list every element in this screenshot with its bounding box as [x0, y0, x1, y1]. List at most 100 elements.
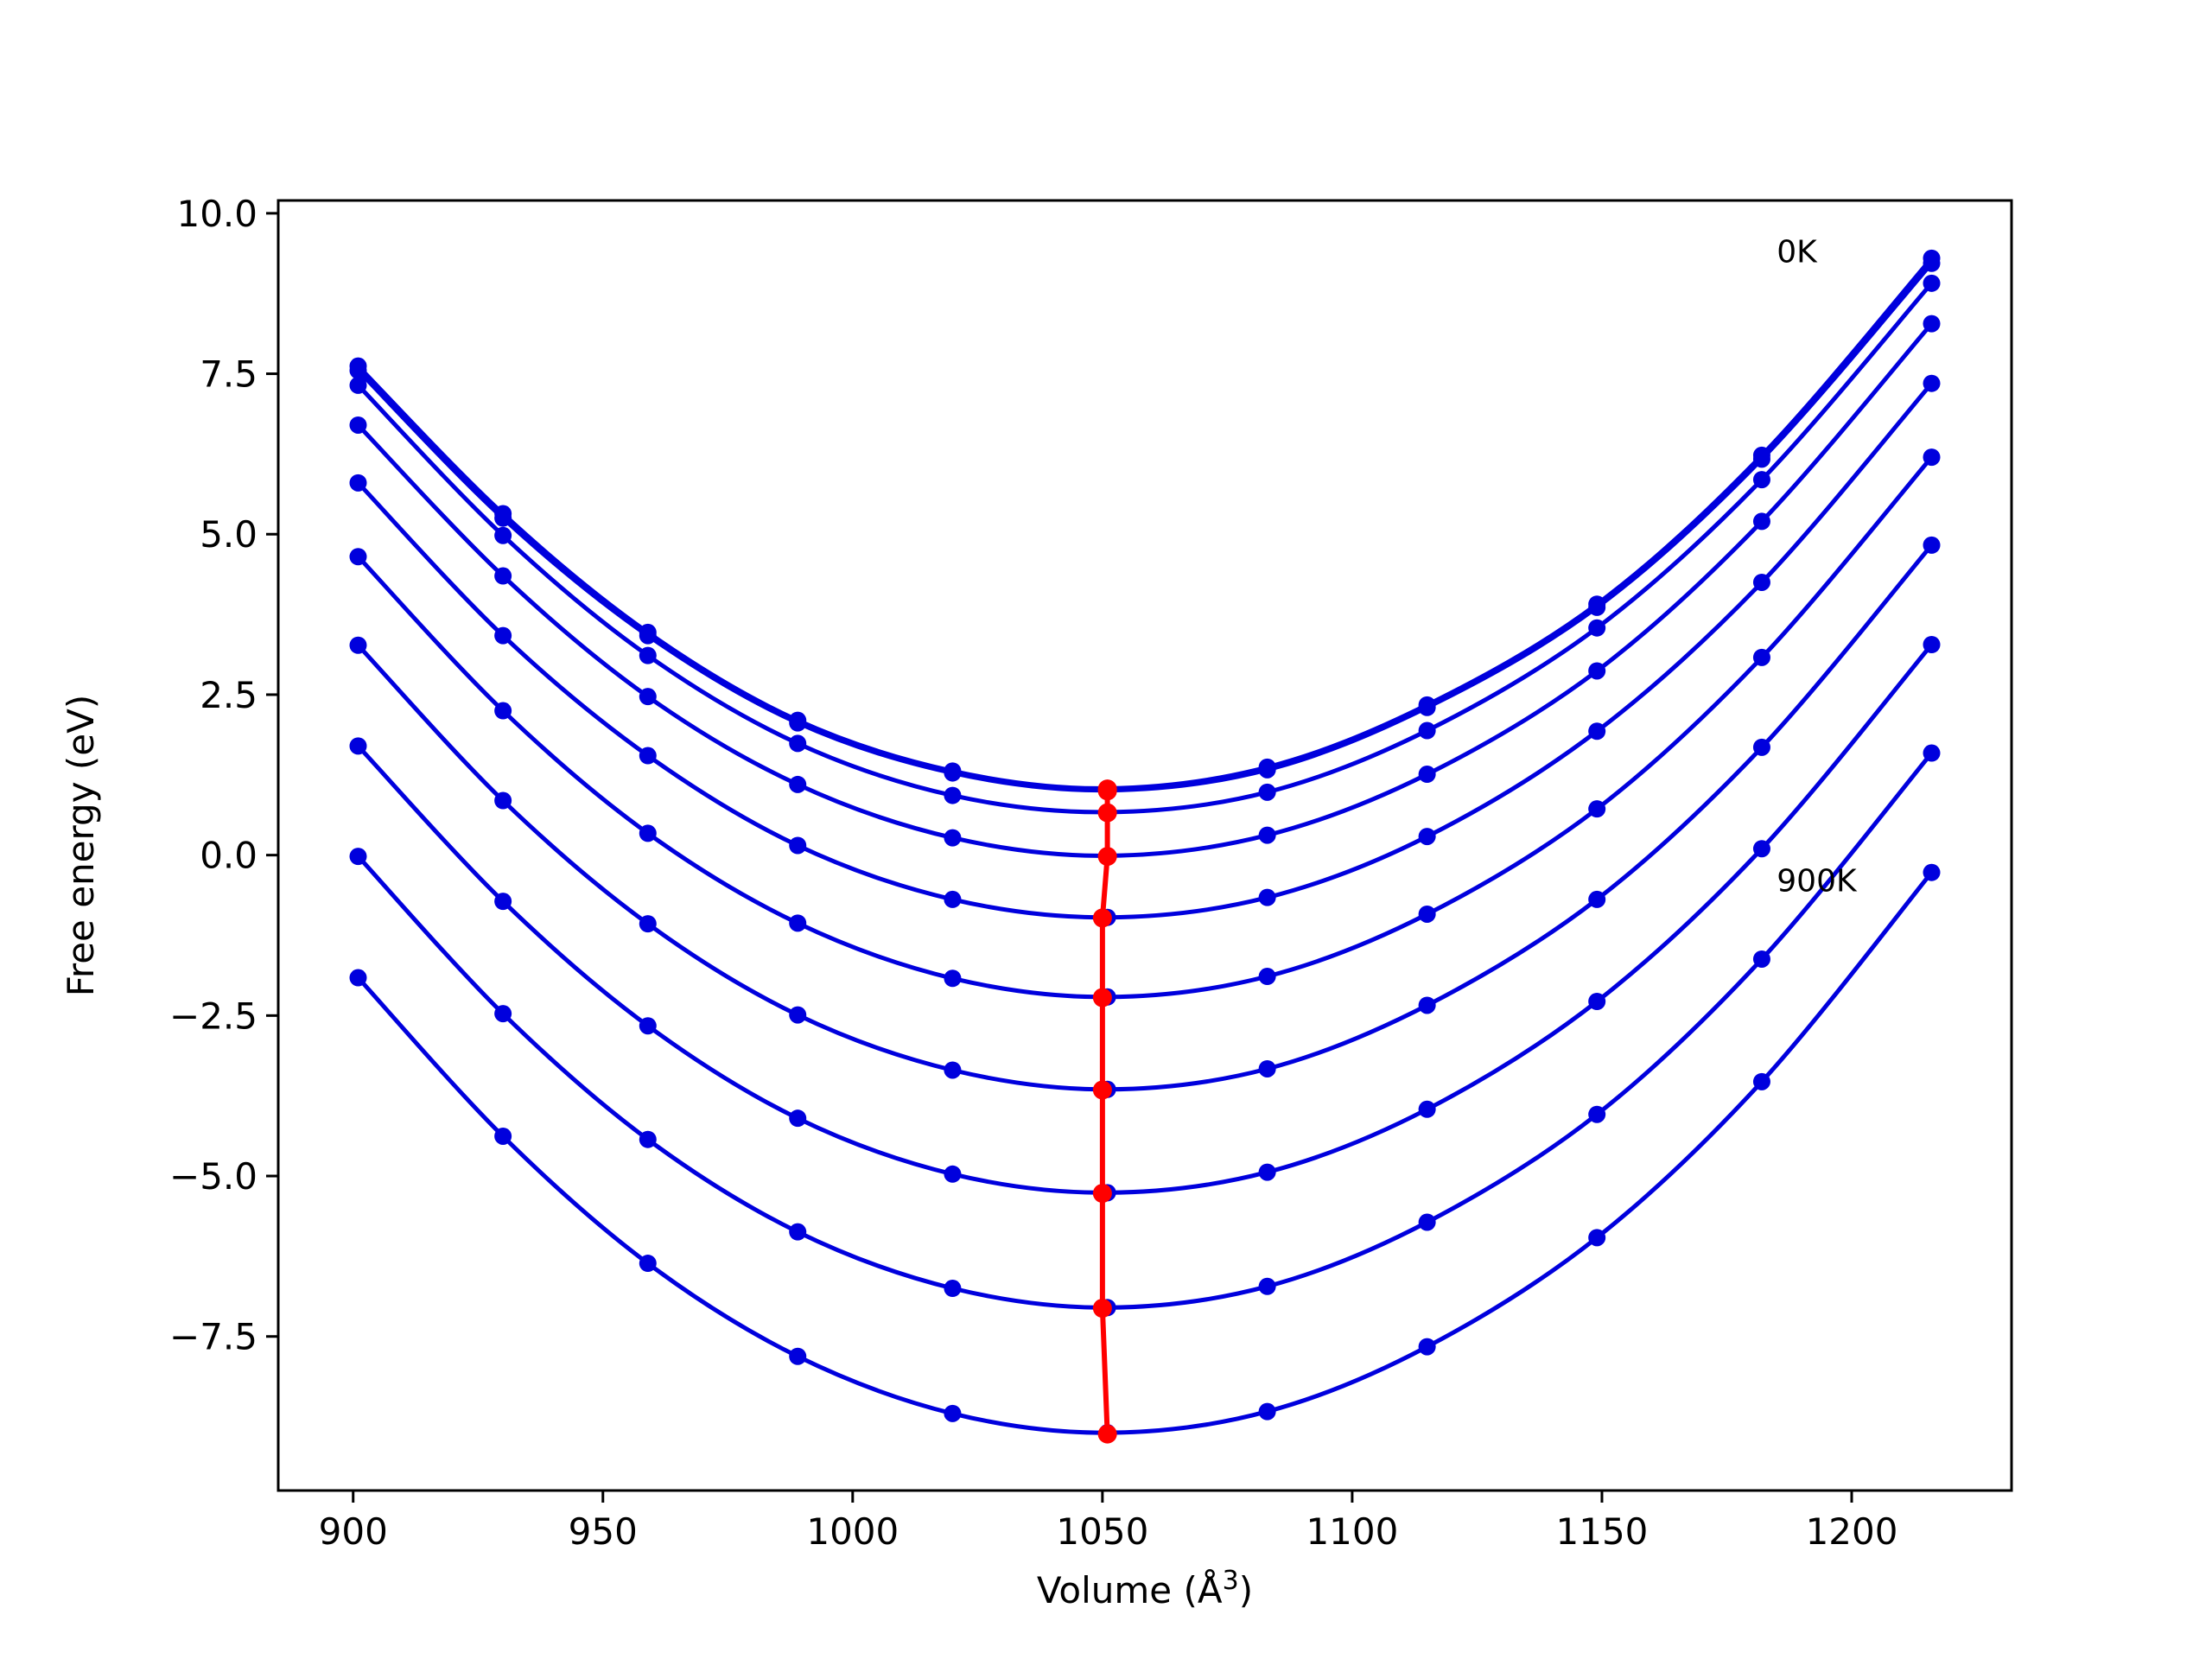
data-point — [1923, 536, 1941, 554]
data-point — [1258, 760, 1276, 779]
data-point — [639, 824, 657, 842]
plot-frame — [276, 199, 2013, 1492]
data-point — [639, 1017, 657, 1035]
data-point — [1923, 254, 1941, 272]
x-tick-label: 1050 — [1056, 1510, 1148, 1553]
data-point — [944, 1165, 962, 1183]
minima-line — [1099, 789, 1110, 1434]
data-point — [1418, 1213, 1436, 1231]
data-point — [944, 969, 962, 988]
minimum-point — [1092, 908, 1112, 928]
data-point — [1923, 274, 1941, 292]
data-point — [944, 1280, 962, 1298]
data-point — [1752, 573, 1770, 591]
series-curve — [356, 282, 1934, 815]
x-axis-label-superscript: 3 — [1223, 1566, 1239, 1596]
y-tick-label: −2.5 — [169, 995, 257, 1037]
data-point — [1923, 636, 1941, 654]
x-tick-label: 1150 — [1556, 1510, 1649, 1553]
data-point — [639, 1130, 657, 1148]
data-point — [1418, 766, 1436, 784]
minimum-point — [1092, 1080, 1112, 1100]
data-point — [1588, 1105, 1606, 1123]
data-point — [1418, 1338, 1436, 1356]
data-point — [1752, 1072, 1770, 1090]
data-point — [944, 1404, 962, 1422]
data-point — [494, 567, 512, 585]
data-point — [1752, 471, 1770, 489]
minima-layer — [1092, 779, 1117, 1444]
y-tick-label: 0.0 — [200, 835, 257, 877]
data-point — [1752, 648, 1770, 666]
minimum-point — [1092, 1184, 1112, 1204]
data-point — [1258, 826, 1276, 844]
y-tick-label: −5.0 — [169, 1155, 257, 1198]
data-point — [1418, 905, 1436, 923]
data-point — [789, 1006, 807, 1024]
data-point — [349, 636, 367, 654]
annotations-layer: 0K 900K — [1777, 234, 1858, 899]
data-point — [1752, 450, 1770, 468]
data-point — [789, 1347, 807, 1365]
y-tick-label: 5.0 — [200, 513, 257, 556]
data-point — [944, 1061, 962, 1079]
data-point — [1588, 662, 1606, 680]
data-point — [349, 361, 367, 379]
series-curve — [356, 382, 1934, 920]
data-point — [639, 747, 657, 765]
data-point — [944, 829, 962, 847]
data-point — [494, 702, 512, 720]
data-point — [789, 775, 807, 793]
data-point — [1258, 968, 1276, 986]
data-point — [1923, 863, 1941, 881]
data-point — [1588, 992, 1606, 1010]
data-point — [1588, 890, 1606, 908]
data-point — [349, 376, 367, 394]
data-point — [494, 626, 512, 645]
data-point — [789, 1109, 807, 1128]
data-point — [494, 893, 512, 911]
x-tick-label: 1200 — [1806, 1510, 1898, 1553]
temperature-annotation: 0K — [1777, 234, 1818, 270]
series-curve — [356, 643, 1934, 1195]
data-point — [349, 416, 367, 434]
data-point — [789, 734, 807, 753]
data-point — [1418, 996, 1436, 1014]
data-point — [789, 914, 807, 932]
x-axis-label-close: ) — [1239, 1569, 1253, 1611]
y-axis-label: Free energy (eV) — [60, 695, 102, 997]
data-point — [789, 714, 807, 732]
minimum-point — [1097, 847, 1117, 867]
data-point — [1258, 1059, 1276, 1077]
data-point — [1418, 828, 1436, 846]
data-point — [1258, 1402, 1276, 1421]
data-point — [639, 915, 657, 933]
data-point — [1418, 698, 1436, 716]
data-point — [639, 688, 657, 706]
data-point — [1923, 744, 1941, 762]
data-point — [494, 791, 512, 810]
data-point — [494, 526, 512, 544]
data-point — [349, 848, 367, 866]
data-point — [1258, 1277, 1276, 1295]
data-point — [1752, 840, 1770, 858]
data-point — [1418, 721, 1436, 740]
data-point — [349, 474, 367, 492]
data-point — [944, 786, 962, 804]
x-tick-label: 900 — [319, 1510, 388, 1553]
data-point — [1588, 619, 1606, 637]
data-point — [1752, 950, 1770, 968]
minimum-point — [1097, 803, 1117, 823]
x-axis-label: Volume (Å3) — [1037, 1566, 1253, 1611]
temperature-annotation: 900K — [1777, 863, 1858, 899]
data-point — [639, 646, 657, 664]
x-tick-label: 1000 — [806, 1510, 899, 1553]
series-curve — [356, 262, 1934, 793]
data-point — [349, 969, 367, 987]
curves-layer — [356, 257, 1934, 1435]
minimum-point — [1092, 1299, 1112, 1319]
data-point — [1258, 783, 1276, 801]
minimum-point — [1097, 1424, 1117, 1444]
y-tick-label: −7.5 — [169, 1316, 257, 1358]
